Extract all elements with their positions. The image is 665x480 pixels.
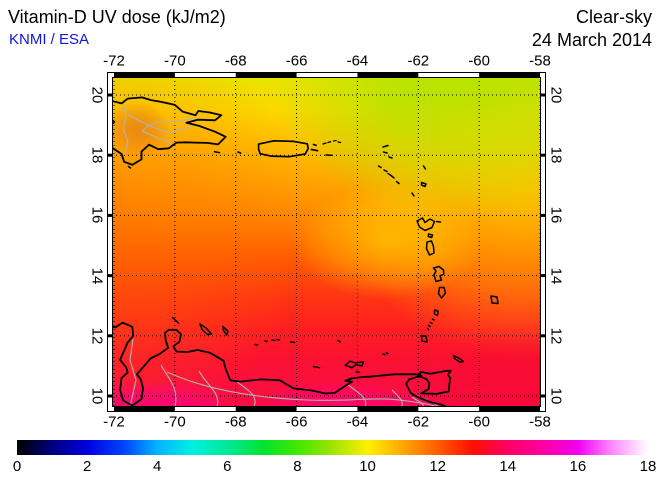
lon-label-bottom: -64 (346, 413, 369, 430)
lon-label-bottom: -72 (103, 413, 125, 430)
colorbar-tick-label: 4 (153, 458, 162, 475)
lon-label-bottom: -60 (468, 413, 490, 430)
lat-label-left: 16 (88, 207, 106, 224)
lon-label-top: -70 (164, 52, 186, 70)
virgin-islands-coastline (322, 139, 342, 156)
colorbar-tick-label: 10 (359, 458, 376, 475)
colorbar-tick-label: 18 (639, 458, 657, 475)
colorbar (17, 440, 648, 455)
colorbar-tick-label: 6 (223, 458, 232, 475)
rivers-and-borders (122, 102, 440, 407)
lon-label-top: -58 (529, 52, 551, 70)
lesser-antilles-coastlines (377, 144, 499, 343)
lat-label-right: 10 (547, 387, 565, 405)
lat-label-right: 12 (547, 327, 565, 345)
lon-label-top: -64 (346, 52, 369, 70)
lon-label-bottom: -66 (285, 413, 308, 430)
colorbar-tick-label: 2 (82, 458, 92, 475)
page-title: Vitamin-D UV dose (kJ/m2) (8, 7, 226, 27)
haiti-edge-and-islets-coastline (112, 93, 221, 169)
colorbar-tick-label: 14 (499, 458, 517, 475)
data-source-label: KNMI / ESA (9, 31, 90, 48)
lon-label-bottom: -58 (529, 413, 551, 430)
map-canvas (107, 72, 546, 412)
lat-label-right: 14 (547, 267, 565, 284)
lon-label-bottom: -68 (224, 413, 247, 430)
lat-label-right: 18 (547, 146, 565, 164)
lon-label-top: -72 (103, 52, 125, 70)
lat-label-left: 18 (88, 146, 106, 164)
venezuela-coastline (112, 321, 449, 407)
colorbar-tick-label: 12 (429, 458, 446, 475)
lon-label-top: -62 (407, 52, 430, 70)
map-date-label: 24 March 2014 (531, 30, 652, 50)
lat-label-right: 16 (547, 207, 565, 224)
colorbar-tick-label: 16 (569, 458, 587, 475)
uv-field (112, 77, 542, 407)
colorbar-tick-label: 8 (293, 458, 302, 475)
lat-label-left: 12 (88, 327, 106, 345)
lon-label-top: -66 (285, 52, 308, 70)
sky-condition-label: Clear-sky (575, 7, 652, 27)
hispaniola-coastline (112, 96, 227, 166)
colorbar-tick-label: 0 (12, 458, 22, 475)
lon-label-top: -60 (468, 52, 490, 70)
lat-label-right: 20 (547, 86, 565, 104)
puerto-rico-coastline (237, 139, 319, 158)
lon-label-bottom: -62 (407, 413, 430, 430)
map-frame (107, 72, 546, 412)
lat-label-left: 14 (88, 267, 106, 284)
trinidad-coastline (418, 369, 452, 395)
lat-label-left: 20 (88, 86, 106, 104)
caribbean-uv-map (107, 72, 546, 412)
lon-label-top: -68 (224, 52, 247, 70)
abc-and-venezuelan-islands-coastlines (171, 316, 465, 374)
lat-label-left: 10 (88, 387, 106, 405)
lon-label-bottom: -70 (164, 413, 186, 430)
